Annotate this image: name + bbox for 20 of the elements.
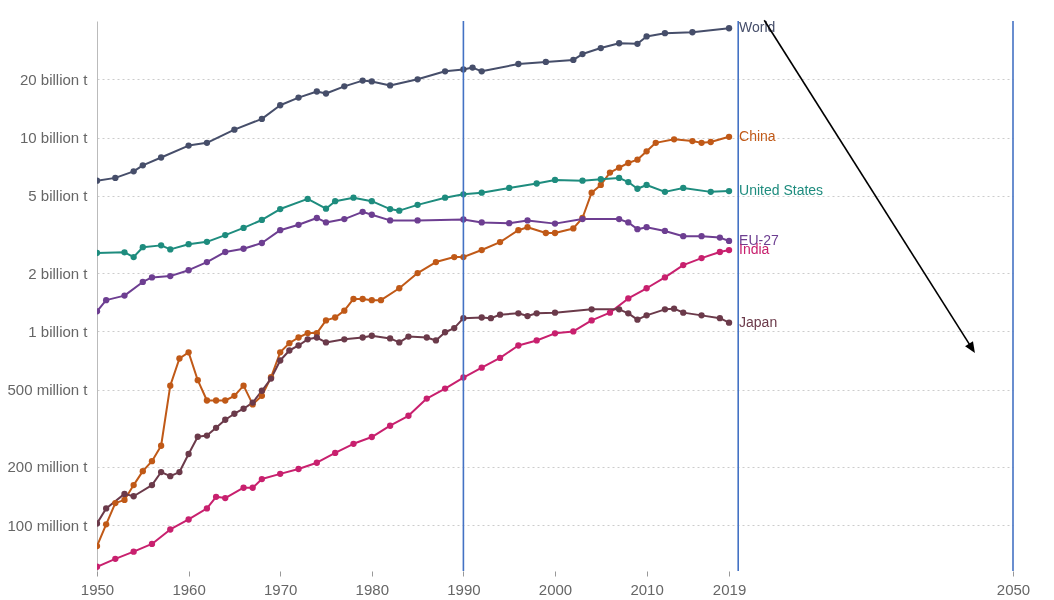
series-label: United States — [739, 182, 824, 199]
y-tick-label: 100 million t — [7, 516, 89, 534]
x-tick-label: 2050 — [996, 580, 1031, 598]
y-tick-label: 10 billion t — [19, 129, 89, 147]
y-tick-label: 5 billion t — [28, 187, 89, 205]
y-tick-label: 500 million t — [7, 381, 89, 399]
x-tick-label: 2010 — [630, 580, 664, 598]
y-tick-label: 200 million t — [7, 458, 89, 476]
y-tick-label: 2 billion t — [28, 264, 89, 282]
series-label: Japan — [739, 313, 778, 330]
x-tick-label: 1950 — [80, 580, 115, 598]
x-tick-label: 2019 — [712, 580, 747, 598]
x-tick-label: 1980 — [355, 580, 389, 598]
series-label: China — [739, 127, 776, 144]
y-tick-label: 1 billion t — [28, 322, 89, 340]
x-tick-label: 1990 — [447, 580, 481, 598]
x-tick-label: 1970 — [264, 580, 298, 598]
x-tick-label: 2000 — [538, 580, 573, 598]
x-tick-label: 1960 — [172, 580, 206, 598]
y-tick-label: 20 billion t — [19, 70, 89, 88]
